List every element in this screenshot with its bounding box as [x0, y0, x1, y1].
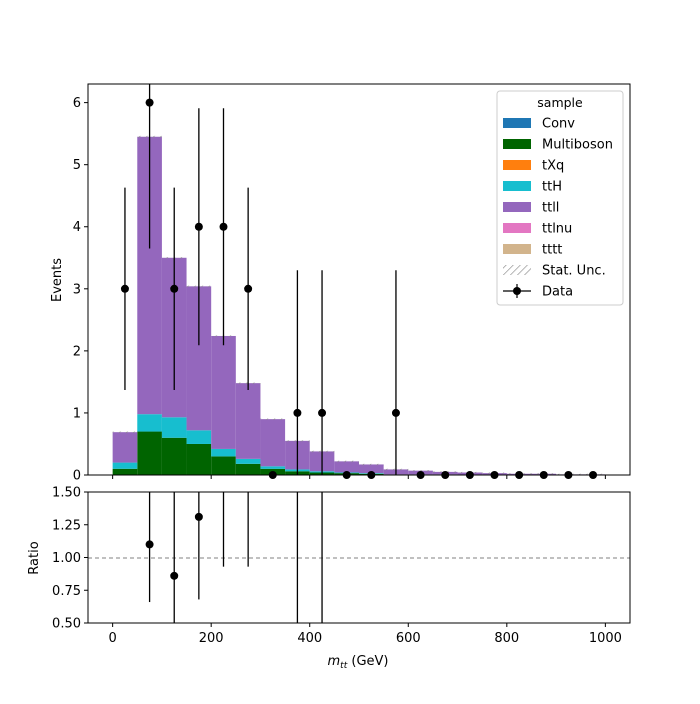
data-point — [170, 284, 179, 293]
legend-title: sample — [537, 95, 583, 110]
ratio-y-tick-label: 1.00 — [52, 551, 81, 566]
bar-multiboson — [211, 456, 236, 475]
legend-label: tXq — [542, 159, 564, 174]
bar-ttll — [235, 383, 261, 459]
x-tick-label: 600 — [396, 631, 421, 646]
legend-swatch — [503, 181, 531, 191]
data-point — [244, 284, 253, 293]
main-plot-frame — [87, 83, 631, 476]
ratio-point — [194, 512, 203, 521]
ratio-plot: 0.50 0.75 1.00 1.25 1.50 0 200 400 600 800 1000 R… — [27, 486, 631, 671]
y-tick-label: 1 — [73, 406, 81, 421]
data-points — [120, 84, 598, 479]
bar-tth — [211, 448, 236, 457]
data-point — [120, 284, 129, 293]
ratio-point — [170, 571, 179, 580]
stat-unc-hatch — [408, 470, 433, 472]
x-tick-label: 0 — [108, 631, 116, 646]
y-tick-label: 5 — [73, 158, 81, 173]
legend-swatch — [503, 223, 531, 233]
y-tick-label: 4 — [73, 220, 81, 235]
legend-swatch — [503, 160, 531, 170]
y-axis-label-ratio: Ratio — [27, 541, 42, 574]
stat-unc-hatch — [112, 431, 138, 434]
y-tick-label: 3 — [73, 282, 81, 297]
bar-multiboson — [235, 463, 261, 475]
legend: sample Conv Multiboson tXq ttH ttll ttlnu tttt… — [496, 90, 624, 306]
legend-label: ttlnu — [542, 222, 572, 237]
legend-label: ttll — [542, 201, 559, 216]
ratio-plot-frame — [87, 491, 631, 624]
stat-unc-hatch — [260, 418, 286, 421]
legend-label: Multiboson — [542, 138, 613, 153]
ratio-y-tick-label: 1.25 — [52, 518, 81, 533]
data-point — [194, 222, 203, 231]
legend-label: Stat. Unc. — [542, 264, 606, 279]
ratio-points — [145, 492, 323, 623]
data-point — [293, 408, 302, 417]
x-tick-label: 200 — [199, 631, 224, 646]
x-tick-label: 400 — [297, 631, 322, 646]
x-tick-label: 800 — [494, 631, 519, 646]
data-point — [391, 408, 400, 417]
y-tick-label: 2 — [73, 344, 81, 359]
bar-ttll — [211, 335, 236, 449]
y-axis-label-events: Events — [50, 258, 65, 302]
legend-swatch — [503, 244, 531, 254]
main-plot: 0 1 2 3 4 5 6 Events sample Conv Multiboson tXq t… — [50, 83, 631, 484]
bar-multiboson — [137, 431, 162, 475]
stat-unc-hatch — [334, 460, 359, 463]
bar-ttll — [334, 461, 359, 473]
bar-tth — [137, 414, 162, 432]
ratio-y-tick-label: 1.50 — [52, 486, 81, 501]
y-axis-ticks: 0 1 2 3 4 5 6 — [73, 96, 88, 484]
x-axis-ticks: 0 200 400 600 800 1000 — [108, 623, 622, 646]
legend-swatch — [503, 118, 531, 128]
bar-tth — [235, 458, 261, 464]
bar-ttll — [359, 464, 384, 474]
x-axis-label: mtt (GeV) — [328, 654, 389, 671]
bar-tth — [186, 430, 212, 444]
bar-ttll — [112, 432, 138, 463]
data-point — [318, 408, 327, 417]
y-tick-label: 0 — [73, 469, 81, 484]
legend-label: ttH — [542, 180, 562, 195]
bar-multiboson — [161, 437, 187, 475]
bar-tth — [161, 417, 187, 438]
bar-tth — [260, 466, 286, 469]
ratio-y-tick-label: 0.50 — [52, 617, 81, 632]
legend-data-marker — [513, 287, 521, 295]
y-tick-label: 6 — [73, 96, 81, 111]
data-point — [219, 222, 228, 231]
legend-swatch-stat-unc — [503, 265, 531, 275]
bar-multiboson — [186, 443, 212, 475]
bar-ttll — [260, 419, 286, 467]
legend-swatch — [503, 202, 531, 212]
ratio-y-axis-ticks: 0.50 0.75 1.00 1.25 1.50 — [52, 486, 88, 632]
ratio-y-tick-label: 0.75 — [52, 584, 81, 599]
legend-label: Data — [542, 285, 573, 300]
legend-label: tttt — [542, 243, 562, 258]
bar-multiboson — [112, 468, 138, 475]
legend-swatch — [503, 139, 531, 149]
x-axis-ticks-top — [112, 475, 606, 479]
ratio-point — [145, 540, 154, 549]
data-point — [145, 98, 154, 107]
stat-unc-hatch — [359, 463, 384, 466]
legend-label: Conv — [542, 117, 575, 132]
x-tick-label: 1000 — [589, 631, 622, 646]
bar-tth — [112, 462, 138, 469]
